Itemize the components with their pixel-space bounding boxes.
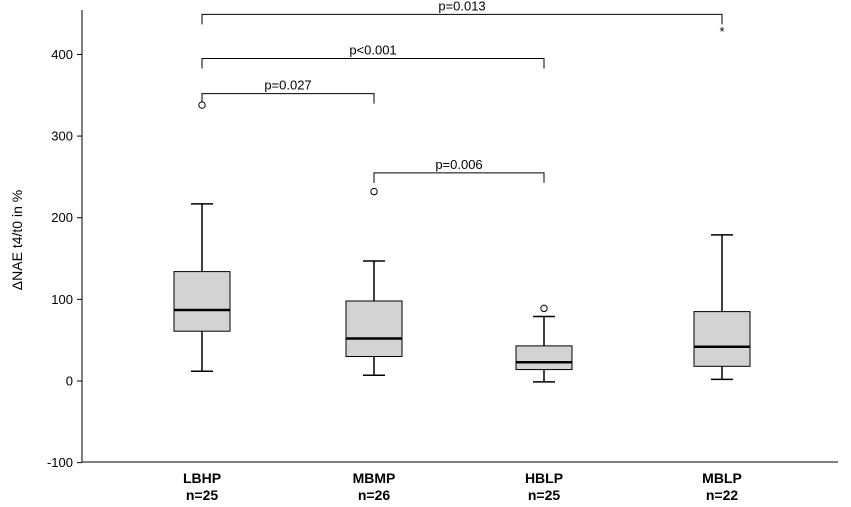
- outlier-point: [540, 304, 548, 313]
- box-group-mbmp: [345, 187, 403, 377]
- axes: -100 0 100 200 300 400: [47, 10, 838, 470]
- significance-brackets: p=0.013 p<0.001 p=0.027 p=0.006 *: [201, 0, 725, 183]
- significance-bracket: p=0.013: [201, 0, 723, 25]
- category-n-label: n=26: [358, 487, 391, 503]
- p-value-label: p<0.001: [349, 43, 396, 58]
- p-value-label: p=0.006: [435, 157, 482, 172]
- y-axis-label: ΔNAE t4/t0 in %: [9, 190, 25, 290]
- p-value-label: p=0.027: [264, 78, 311, 93]
- bracket-line: [201, 93, 375, 104]
- outlier-point: [198, 101, 206, 109]
- bracket-line: [373, 172, 545, 183]
- iqr-box: [515, 345, 573, 371]
- y-tick-label: 0: [66, 374, 73, 389]
- category-label: MBLP: [702, 470, 742, 486]
- boxes: [173, 101, 751, 383]
- iqr-box: [173, 271, 231, 332]
- y-tick-label: -100: [47, 455, 73, 470]
- iqr-box: [693, 311, 751, 367]
- box-group-mblp: [693, 234, 751, 381]
- category-label: LBHP: [183, 470, 221, 486]
- category-n-label: n=25: [528, 487, 561, 503]
- category-label: HBLP: [525, 470, 563, 486]
- category-n-label: n=22: [706, 487, 739, 503]
- bracket-line: [201, 58, 545, 69]
- significance-bracket: p=0.027: [201, 78, 375, 104]
- box-group-lbhp: [173, 101, 231, 372]
- y-tick-label: 300: [51, 129, 73, 144]
- significance-bracket: p=0.006: [373, 157, 545, 183]
- iqr-box: [345, 300, 403, 358]
- outlier-point: [370, 187, 378, 196]
- box-group-hblp: [515, 304, 573, 383]
- significance-asterisk: *: [719, 24, 724, 39]
- significance-bracket: p<0.001: [201, 43, 545, 69]
- category-label: MBMP: [353, 470, 396, 486]
- p-value-label: p=0.013: [438, 0, 485, 13]
- bracket-line: [201, 13, 723, 25]
- category-n-label: n=25: [186, 487, 219, 503]
- y-tick-label: 200: [51, 210, 73, 225]
- y-tick-label: 100: [51, 292, 73, 307]
- y-tick-label: 400: [51, 47, 73, 62]
